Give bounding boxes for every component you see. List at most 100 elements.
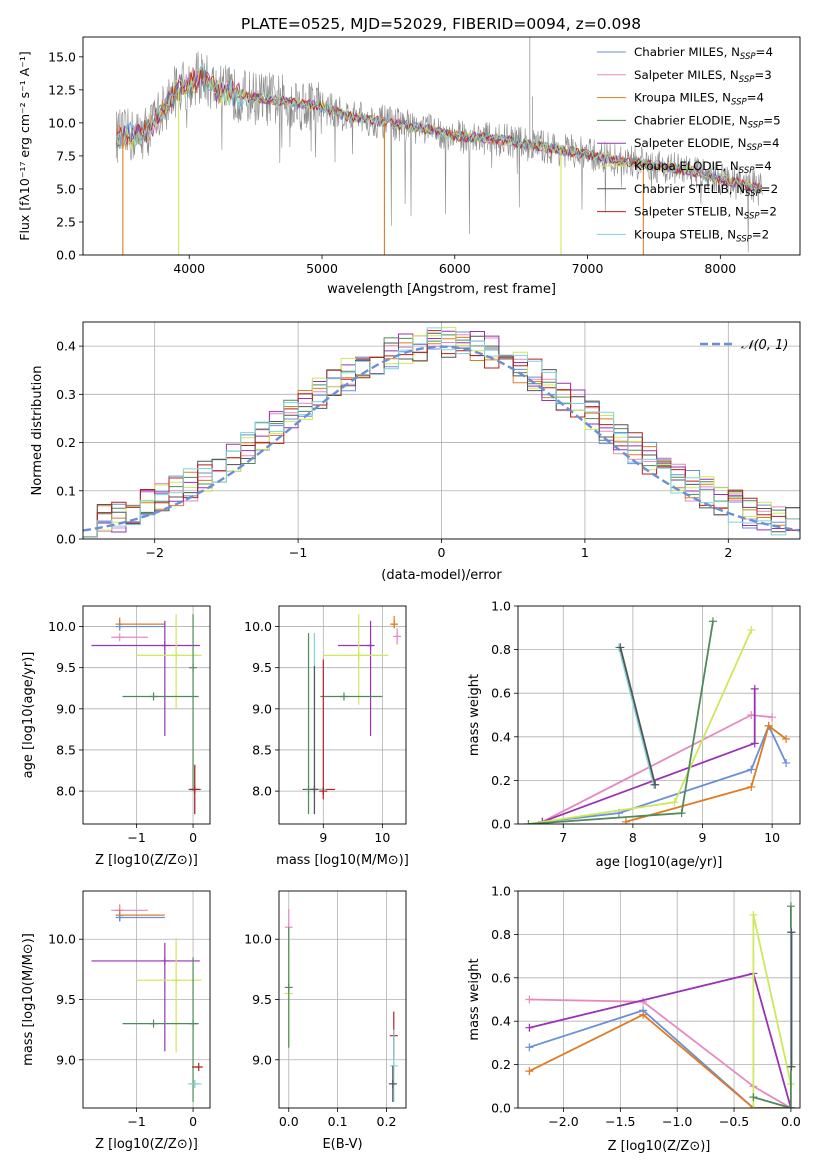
errorbar-point xyxy=(189,764,201,815)
x-axis-label: Z [log10(Z/Z⊙)] xyxy=(95,853,198,868)
series-marker xyxy=(621,817,630,824)
x-tick-label: −2 xyxy=(145,545,163,560)
y-tick-label: 9.5 xyxy=(56,992,76,1007)
errorbar-point xyxy=(393,628,402,645)
y-tick-label: 0.1 xyxy=(56,483,76,498)
y-tick-label: 0.2 xyxy=(491,1057,511,1072)
point-marker xyxy=(115,633,124,642)
y-tick-label: 8.0 xyxy=(252,784,272,799)
point-marker xyxy=(354,651,363,660)
point-marker xyxy=(189,1019,198,1028)
y-tick-label: 1.0 xyxy=(491,884,511,899)
y-tick-label: 8.0 xyxy=(56,784,76,799)
series-marker xyxy=(747,782,756,791)
x-tick-label: 0.2 xyxy=(377,1114,397,1129)
point-marker xyxy=(388,1079,397,1088)
point-marker xyxy=(393,632,402,641)
y-tick-label: 0.0 xyxy=(491,817,511,832)
residual-hist-8 xyxy=(83,327,800,538)
point-marker xyxy=(172,651,181,660)
y-tick-label: 9.5 xyxy=(252,660,272,675)
series-marker xyxy=(747,625,756,634)
series-marker xyxy=(782,758,791,767)
series-marker xyxy=(708,617,717,626)
y-tick-label: 15.0 xyxy=(48,49,76,64)
y-axis-label: Flux [fλ10⁻¹⁷ erg cm⁻² s⁻¹ A⁻¹] xyxy=(17,51,32,240)
x-tick-label: −2.0 xyxy=(548,1114,578,1129)
age-vs-mass-frame xyxy=(278,605,407,825)
y-tick-label: 2.5 xyxy=(56,214,76,229)
mass-weight-vs-Z-frame xyxy=(517,890,801,1109)
x-tick-label: 4000 xyxy=(173,261,205,276)
series-marker xyxy=(616,643,625,652)
mass-vs-EBV-plot-area xyxy=(279,891,406,1108)
spectrum-axes: 4000 5000 6000 7000 8000 0.0 2.5 5.0 7.5 10.0 12.5… xyxy=(17,36,801,297)
y-tick-label: 8.5 xyxy=(252,742,272,757)
point-marker xyxy=(190,785,199,794)
series-marker xyxy=(750,739,759,748)
series-line-1 xyxy=(625,724,787,823)
series-marker xyxy=(524,820,533,824)
point-marker xyxy=(190,1079,199,1088)
errorbar-point xyxy=(115,913,165,922)
series-line-7 xyxy=(619,647,657,786)
series-marker xyxy=(639,1010,648,1019)
errorbar-point xyxy=(304,633,313,815)
x-tick-label: −1 xyxy=(127,830,145,845)
errorbar-point xyxy=(111,904,148,917)
y-tick-label: 5.0 xyxy=(56,181,76,196)
errorbar-point xyxy=(338,620,375,736)
legend-label: Chabrier ELODIE, NSSP=5 xyxy=(634,113,781,130)
x-tick-label: −1.0 xyxy=(662,1114,692,1129)
x-tick-label: 0 xyxy=(438,545,446,560)
x-tick-label: 10 xyxy=(374,830,390,845)
y-tick-label: 9.0 xyxy=(56,701,76,716)
x-tick-label: 9 xyxy=(699,830,707,845)
spectrum-plot-area xyxy=(115,37,763,255)
errorbar-point xyxy=(310,666,319,815)
x-tick-label: −1 xyxy=(127,1114,145,1129)
errorbar-point xyxy=(122,1019,199,1028)
y-tick-label: 0.0 xyxy=(56,532,76,547)
age-vs-Z-axes: −1 0 8.0 8.5 9.0 9.5 10.0 Z [log10(Z/Z⊙)] age [l… xyxy=(21,605,211,868)
legend-label: Chabrier STELIB, NSSP=2 xyxy=(634,182,778,199)
y-tick-label: 9.0 xyxy=(252,701,272,716)
y-tick-label: 10.0 xyxy=(244,619,272,634)
x-tick-label: 0 xyxy=(189,830,197,845)
legend-label: Salpeter ELODIE, NSSP=4 xyxy=(634,136,780,153)
x-axis-label: E(B-V) xyxy=(322,1137,362,1152)
series-line-1 xyxy=(529,1013,791,1108)
y-tick-label: 0.0 xyxy=(491,1101,511,1116)
y-tick-label: 10.0 xyxy=(48,115,76,130)
errorbar-point xyxy=(115,909,165,922)
point-marker xyxy=(189,663,198,672)
mass-weight-vs-age-plot-area xyxy=(518,606,800,824)
series-line-6 xyxy=(618,647,655,786)
series-marker xyxy=(768,713,777,722)
spectrum-title: PLATE=0525, MJD=52029, FIBERID=0094, z=0… xyxy=(241,15,641,33)
errorbar-point xyxy=(389,1029,398,1102)
point-marker xyxy=(310,785,319,794)
x-tick-label: 8000 xyxy=(704,261,736,276)
point-marker xyxy=(390,620,399,629)
errorbar-point xyxy=(388,1065,397,1102)
y-tick-label: 9.5 xyxy=(252,992,272,1007)
series-marker xyxy=(525,1067,534,1076)
point-marker xyxy=(115,913,124,922)
y-tick-label: 0.4 xyxy=(491,1014,511,1029)
x-tick-label: 0.0 xyxy=(279,1114,299,1129)
mass-vs-Z-frame xyxy=(82,890,211,1109)
mass-weight-vs-age-frame xyxy=(517,605,801,825)
x-tick-label: 8 xyxy=(629,830,637,845)
mass-vs-EBV-axes: 0.0 0.1 0.2 9.0 9.5 10.0 E(B-V) xyxy=(244,890,407,1152)
y-axis-label: Normed distribution xyxy=(30,366,45,496)
age-vs-mass-plot-area xyxy=(279,606,406,824)
series-marker xyxy=(747,765,756,774)
series-marker xyxy=(786,902,795,911)
x-tick-label: 0 xyxy=(189,1114,197,1129)
legend-label: Salpeter MILES, NSSP=3 xyxy=(634,68,772,85)
mass-weight-vs-Z-axes: −2.0 −1.5 −1.0 −0.5 0.0 0.0 0.2 0.4 0.6 0.8 1.0 Z [… xyxy=(467,884,801,1155)
x-axis-label: wavelength [Angstrom, rest frame] xyxy=(327,282,556,297)
residuals-plot-area xyxy=(83,322,800,539)
